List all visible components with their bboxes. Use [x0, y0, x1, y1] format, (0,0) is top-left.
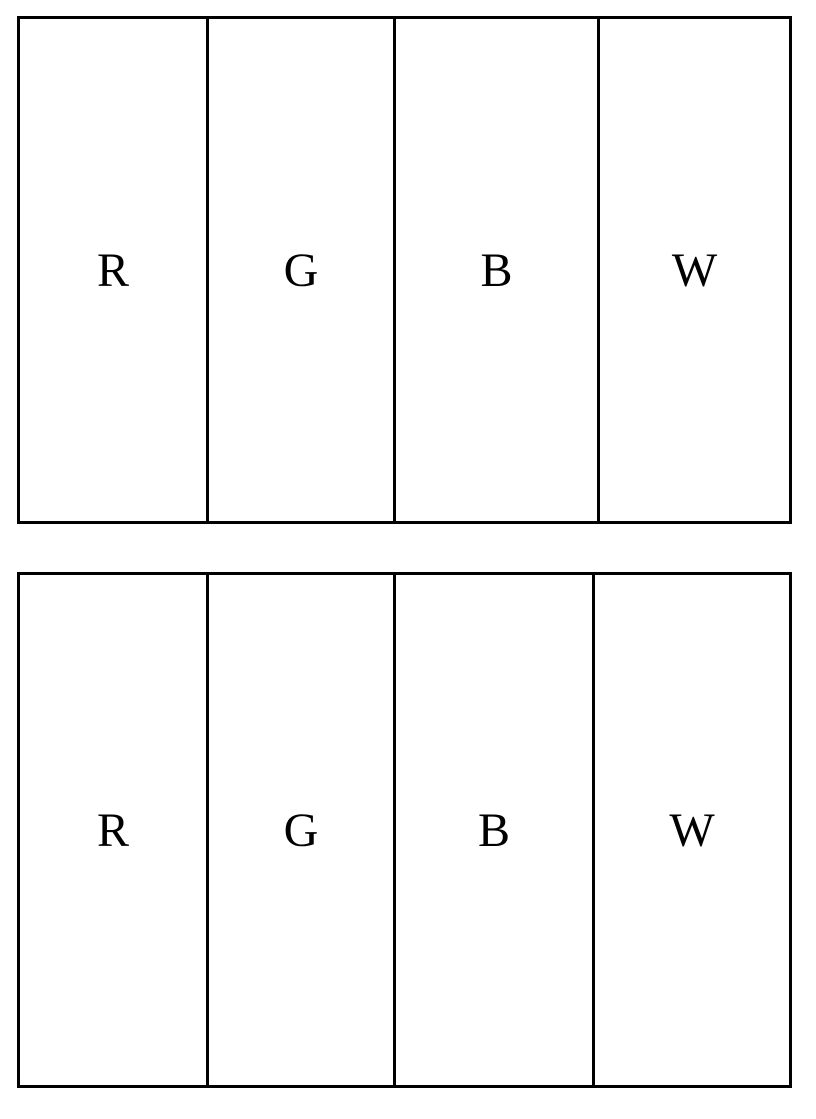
cell-label: R [97, 803, 129, 858]
cell-g-2: G [206, 572, 396, 1088]
cell-b-2: B [393, 572, 595, 1088]
cell-b-1: B [393, 16, 600, 524]
cell-g-1: G [206, 16, 396, 524]
cell-r-1: R [17, 16, 209, 524]
row-1: R G B W [17, 16, 792, 524]
row-2: R G B W [17, 572, 792, 1088]
cell-label: W [672, 243, 717, 298]
cell-w-1: W [597, 16, 792, 524]
cell-label: B [478, 803, 510, 858]
cell-w-2: W [592, 572, 792, 1088]
cell-label: W [669, 803, 714, 858]
cell-r-2: R [17, 572, 209, 1088]
cell-label: B [480, 243, 512, 298]
cell-label: R [97, 243, 129, 298]
cell-label: G [284, 243, 319, 298]
cell-label: G [284, 803, 319, 858]
